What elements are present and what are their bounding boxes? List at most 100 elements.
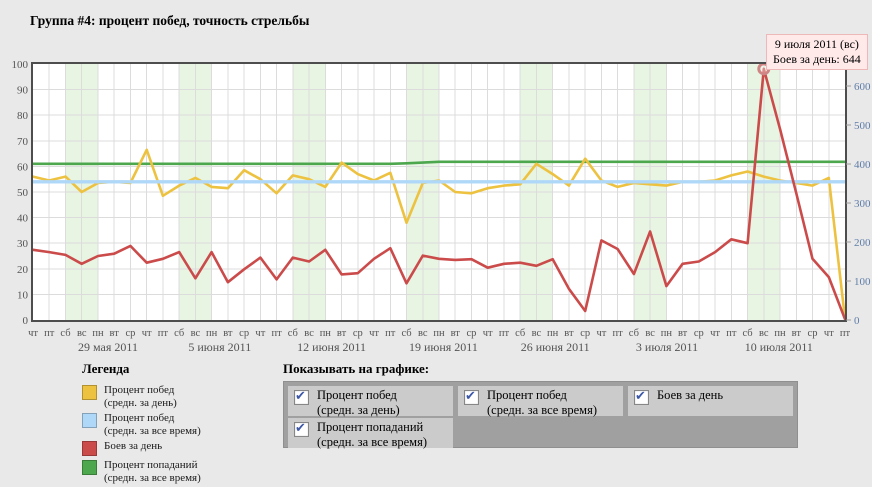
day-of-week-label: сб xyxy=(742,328,752,339)
week-date-label: 3 июля 2011 xyxy=(636,340,698,354)
day-of-week-label: пн xyxy=(320,328,332,339)
legend-sublabel: (средн. за все время) xyxy=(104,471,201,484)
series-line-0[interactable] xyxy=(31,160,847,166)
day-of-week-label: пт xyxy=(499,328,510,339)
day-of-week-label: сб xyxy=(288,328,298,339)
left-axis-tick-label: 30 xyxy=(17,238,29,250)
day-of-week-label: вт xyxy=(792,328,802,339)
left-axis-tick-label: 100 xyxy=(12,59,29,71)
legend: Легенда Процент побед (средн. за день) П… xyxy=(82,361,272,487)
checkbox-sublabel: (средн. за все время) xyxy=(487,402,597,417)
week-date-label: 19 июня 2011 xyxy=(409,340,478,354)
day-of-week-label: ср xyxy=(467,328,477,339)
chart-title: Группа #4: процент побед, точность стрел… xyxy=(30,13,310,28)
legend-heading: Легенда xyxy=(82,361,130,376)
right-axis-tick-label: 0 xyxy=(854,315,860,327)
checkbox-sublabel: (средн. за все время) xyxy=(317,434,427,449)
day-of-week-label: вс xyxy=(304,328,314,339)
day-of-week-label: чт xyxy=(28,328,38,339)
checkbox-label: Процент попаданий xyxy=(317,420,424,434)
day-of-week-label: пт xyxy=(271,328,282,339)
legend-item-battles-per-day: Боев за день xyxy=(82,440,272,456)
day-of-week-label: ср xyxy=(239,328,249,339)
tooltip: 9 июля 2011 (вс) Боев за день: 644 xyxy=(766,34,868,70)
day-of-week-label: сб xyxy=(515,328,525,339)
day-of-week-label: вт xyxy=(451,328,461,339)
legend-swatch-red-icon xyxy=(82,441,97,456)
chart-canvas[interactable]: 0 10 20 30 40 50 60 70 80 90 100 0 100 200 300 400 500 60… xyxy=(0,0,872,360)
day-of-week-label: пт xyxy=(840,328,851,339)
checkbox-checked-icon[interactable] xyxy=(294,420,309,437)
checkbox-cell-win-percent-daily[interactable]: Процент побед (средн. за день) xyxy=(288,386,453,417)
day-of-week-label: вс xyxy=(532,328,542,339)
day-of-week-label: пн xyxy=(92,328,104,339)
week-date-label: 26 июня 2011 xyxy=(521,340,590,354)
right-axis-tick-label: 100 xyxy=(854,276,871,288)
day-of-week-label: чт xyxy=(369,328,379,339)
left-axis-tick-label: 90 xyxy=(17,85,29,97)
day-of-week-label: чт xyxy=(483,328,493,339)
week-date-label: 12 июня 2011 xyxy=(297,340,366,354)
day-of-week-label: пн xyxy=(433,328,445,339)
day-of-week-label: вт xyxy=(678,328,688,339)
legend-label: Боев за день xyxy=(104,440,163,452)
left-axis-tick-label: 70 xyxy=(17,136,29,148)
checkbox-label: Боев за день xyxy=(657,388,724,402)
series-line-3[interactable] xyxy=(31,67,847,321)
day-of-week-label: чт xyxy=(142,328,152,339)
left-axis-tick-label: 50 xyxy=(17,187,29,199)
day-of-week-label: сб xyxy=(60,328,70,339)
day-of-week-label: пн xyxy=(774,328,786,339)
checkbox-cell-hit-percent-alltime[interactable]: Процент попаданий (средн. за все время) xyxy=(288,418,453,449)
day-of-week-label: ср xyxy=(580,328,590,339)
legend-sublabel: (средн. за все время) xyxy=(104,424,201,437)
day-of-week-label: сб xyxy=(401,328,411,339)
week-date-label: 10 июля 2011 xyxy=(745,340,813,354)
legend-label: Процент попаданий xyxy=(104,459,198,471)
legend-swatch-green-icon xyxy=(82,460,97,475)
day-of-week-label: пт xyxy=(44,328,55,339)
day-of-week-label: вс xyxy=(191,328,201,339)
checkbox-sublabel: (средн. за день) xyxy=(317,402,400,417)
day-of-week-label: ср xyxy=(694,328,704,339)
day-of-week-label: пт xyxy=(726,328,737,339)
chart-display-controls: Показывать на графике: Процент побед (ср… xyxy=(283,361,798,449)
left-axis-tick-label: 0 xyxy=(23,315,29,327)
plot-border xyxy=(31,62,847,322)
day-of-week-label: сб xyxy=(629,328,639,339)
tooltip-date: 9 июля 2011 (вс) xyxy=(774,37,859,51)
day-of-week-label: вт xyxy=(564,328,574,339)
controls-panel: Процент побед (средн. за день) Процент п… xyxy=(283,381,798,449)
week-date-label: 5 июня 2011 xyxy=(188,340,251,354)
day-of-week-label: вт xyxy=(337,328,347,339)
legend-sublabel: (средн. за день) xyxy=(104,396,177,409)
day-of-week-label: чт xyxy=(824,328,834,339)
day-of-week-label: вс xyxy=(77,328,87,339)
day-of-week-label: пн xyxy=(206,328,218,339)
left-axis-tick-label: 60 xyxy=(17,161,29,173)
day-of-week-label: вс xyxy=(418,328,428,339)
day-of-week-label: чт xyxy=(710,328,720,339)
day-of-week-label: ср xyxy=(125,328,135,339)
day-of-week-label: пн xyxy=(661,328,673,339)
day-of-week-label: сб xyxy=(174,328,184,339)
checkbox-cell-win-percent-alltime[interactable]: Процент побед (средн. за все время) xyxy=(458,386,623,417)
legend-swatch-yellow-icon xyxy=(82,385,97,400)
day-of-week-label: вс xyxy=(645,328,655,339)
day-of-week-label: пн xyxy=(547,328,559,339)
checkbox-checked-icon[interactable] xyxy=(294,388,309,405)
checkbox-checked-icon[interactable] xyxy=(464,388,479,405)
controls-heading: Показывать на графике: xyxy=(283,361,430,376)
day-of-week-label: вт xyxy=(223,328,233,339)
checkbox-cell-battles-per-day[interactable]: Боев за день xyxy=(628,386,793,416)
legend-item-win-percent-daily: Процент побед (средн. за день) xyxy=(82,384,272,409)
checkbox-label: Процент побед xyxy=(317,388,397,402)
right-axis-tick-label: 500 xyxy=(854,120,871,132)
checkbox-checked-icon[interactable] xyxy=(634,388,649,405)
day-of-week-label: вс xyxy=(759,328,769,339)
day-of-week-label: чт xyxy=(596,328,606,339)
day-of-week-label: вт xyxy=(110,328,120,339)
tooltip-value: Боев за день: 644 xyxy=(773,52,861,66)
right-axis-tick-label: 600 xyxy=(854,81,871,93)
